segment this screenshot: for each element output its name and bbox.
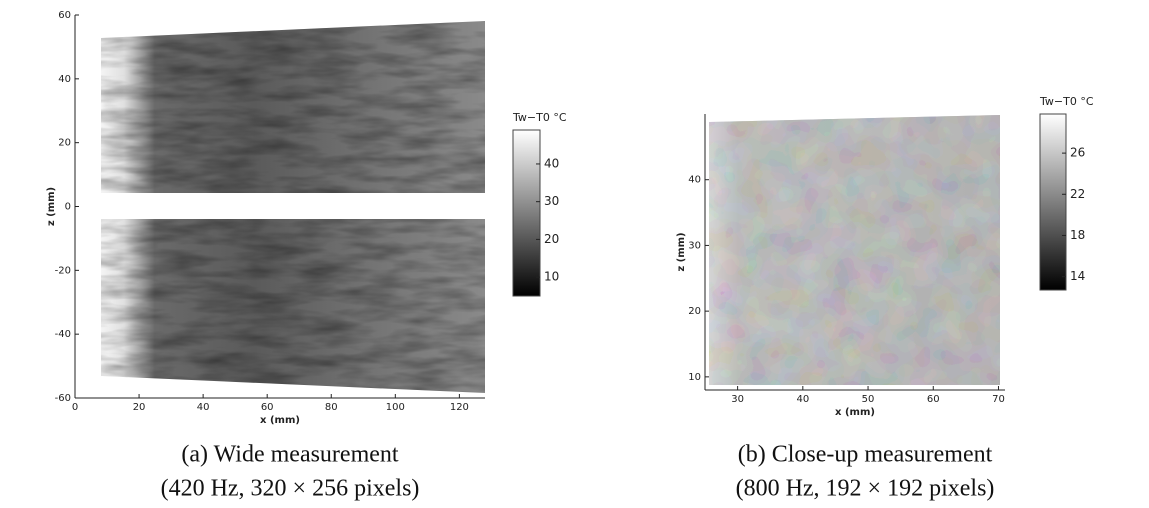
- y-tick-label: -20: [55, 265, 71, 276]
- x-tick-label: 100: [386, 402, 405, 413]
- x-tick-label: 60: [927, 394, 940, 405]
- caption: (800 Hz, 192 × 192 pixels): [736, 476, 995, 502]
- heatmap-image: [709, 115, 1000, 385]
- x-axis-label: x (mm): [835, 407, 875, 418]
- x-tick-label: 50: [862, 394, 875, 405]
- heatmap-image: [101, 21, 485, 393]
- y-tick-label: -60: [55, 393, 71, 404]
- x-tick-label: 30: [731, 394, 744, 405]
- x-tick-label: 120: [450, 402, 469, 413]
- colorbar: [512, 129, 541, 297]
- y-tick-label: 10: [688, 372, 701, 383]
- x-tick-label: 60: [261, 402, 274, 413]
- x-tick-label: 40: [197, 402, 210, 413]
- y-tick-label: 30: [688, 240, 701, 251]
- colorbar-tick-label: 18: [1070, 228, 1085, 242]
- caption: (420 Hz, 320 × 256 pixels): [161, 476, 420, 502]
- y-tick-label: 20: [58, 138, 71, 149]
- colorbar-tick-label: 26: [1070, 146, 1085, 160]
- colorbar-tick-label: 22: [1070, 187, 1085, 201]
- colorbar-tick-label: 40: [544, 156, 559, 170]
- x-tick-label: 70: [992, 394, 1005, 405]
- caption: (a) Wide measurement: [181, 442, 398, 468]
- x-tick-label: 40: [796, 394, 809, 405]
- colorbar-tick-label: 30: [544, 194, 559, 208]
- colorbar: [1039, 113, 1067, 291]
- colorbar-tick-label: 20: [544, 232, 559, 246]
- y-axis-label: z (mm): [46, 187, 57, 226]
- y-tick-label: 60: [58, 10, 71, 21]
- x-tick-label: 20: [133, 402, 146, 413]
- y-axis-label: z (mm): [676, 232, 687, 271]
- colorbar-tick-label: 14: [1070, 269, 1085, 283]
- y-tick-label: 40: [58, 74, 71, 85]
- colorbar-title: Tw−T0 °C: [1039, 95, 1094, 108]
- x-tick-label: 80: [325, 402, 338, 413]
- x-axis-label: x (mm): [260, 415, 300, 426]
- y-tick-label: 20: [688, 306, 701, 317]
- y-tick-label: 0: [65, 202, 71, 213]
- x-tick-label: 0: [72, 402, 78, 413]
- colorbar-tick-label: 10: [544, 270, 559, 284]
- y-tick-label: -40: [55, 329, 71, 340]
- caption: (b) Close-up measurement: [738, 442, 993, 468]
- colorbar-title: Tw−T0 °C: [512, 111, 567, 124]
- y-tick-label: 40: [688, 175, 701, 186]
